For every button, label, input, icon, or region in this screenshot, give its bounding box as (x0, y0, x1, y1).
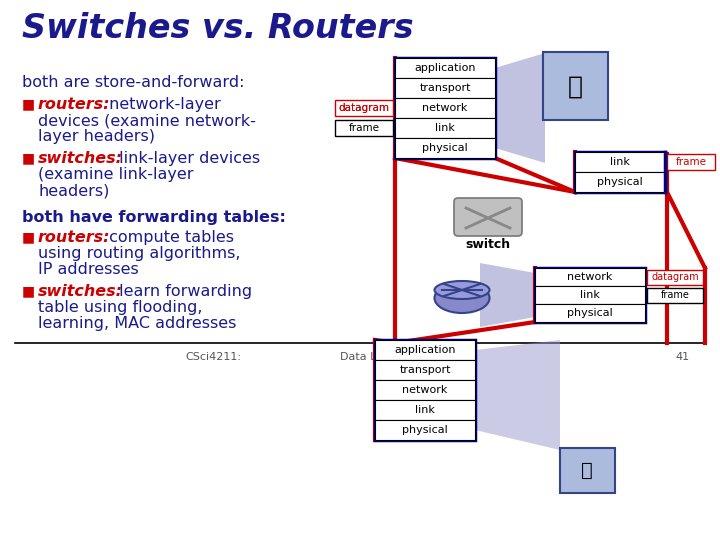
Text: (examine link-layer: (examine link-layer (38, 167, 194, 182)
Text: ■: ■ (22, 97, 35, 111)
Bar (560, 448, 615, 493)
Bar (335, 120, 393, 136)
Bar (535, 304, 645, 322)
Bar (335, 100, 393, 116)
Text: devices (examine network-: devices (examine network- (38, 113, 256, 128)
Text: network: network (567, 272, 613, 282)
Bar (647, 270, 703, 285)
Text: network: network (402, 385, 448, 395)
Text: both are store-and-forward:: both are store-and-forward: (22, 75, 245, 90)
Ellipse shape (434, 281, 490, 299)
Text: learn forwarding: learn forwarding (114, 284, 252, 299)
Text: Data Link Layer: Part 1: Data Link Layer: Part 1 (340, 352, 467, 362)
Text: physical: physical (567, 308, 613, 318)
Bar (647, 288, 703, 303)
Text: both have forwarding tables:: both have forwarding tables: (22, 210, 286, 225)
Text: ■: ■ (22, 230, 35, 244)
Text: CSci4211:: CSci4211: (185, 352, 241, 362)
Ellipse shape (434, 283, 490, 313)
Text: application: application (414, 63, 476, 73)
Bar (543, 52, 608, 120)
Text: 💻: 💻 (581, 461, 593, 480)
Bar (575, 172, 665, 192)
Bar (375, 380, 475, 400)
Bar (395, 58, 495, 78)
Text: network: network (423, 103, 468, 113)
Text: frame: frame (348, 123, 379, 133)
Text: routers:: routers: (38, 230, 110, 245)
Bar (375, 420, 475, 440)
Text: frame: frame (675, 157, 706, 167)
Polygon shape (475, 340, 560, 450)
Bar (575, 152, 665, 192)
Text: layer headers): layer headers) (38, 129, 155, 144)
Bar (375, 400, 475, 420)
Text: physical: physical (402, 425, 448, 435)
Text: routers:: routers: (38, 97, 110, 112)
Bar (375, 340, 475, 440)
Text: link: link (580, 290, 600, 300)
Text: datagram: datagram (651, 272, 699, 282)
Bar (395, 78, 495, 98)
Bar (535, 286, 645, 304)
Text: application: application (395, 345, 456, 355)
Bar (375, 340, 475, 360)
Bar (575, 152, 665, 172)
Bar (395, 118, 495, 138)
Polygon shape (480, 263, 535, 327)
Text: datagram: datagram (338, 103, 390, 113)
Bar (535, 268, 645, 322)
Text: learning, MAC addresses: learning, MAC addresses (38, 316, 236, 331)
FancyBboxPatch shape (454, 198, 522, 236)
Text: transport: transport (419, 83, 471, 93)
Bar (395, 98, 495, 118)
Text: physical: physical (597, 177, 643, 187)
Bar (395, 138, 495, 158)
Text: ■: ■ (22, 284, 35, 298)
Text: ■: ■ (22, 151, 35, 165)
Text: physical: physical (422, 143, 468, 153)
Text: network-layer: network-layer (104, 97, 221, 112)
Bar (667, 154, 715, 170)
Text: compute tables: compute tables (104, 230, 234, 245)
Text: 41: 41 (676, 352, 690, 362)
Text: datagram: datagram (338, 103, 389, 113)
Text: table using flooding,: table using flooding, (38, 300, 202, 315)
Polygon shape (495, 53, 545, 163)
Text: IP addresses: IP addresses (38, 262, 139, 277)
Text: switches:: switches: (38, 151, 123, 166)
Bar (395, 58, 495, 158)
Text: link-layer devices: link-layer devices (114, 151, 260, 166)
Text: link: link (415, 405, 435, 415)
Text: 💻: 💻 (567, 75, 582, 99)
Bar (535, 268, 645, 286)
Text: frame: frame (660, 290, 690, 300)
Text: link: link (610, 157, 630, 167)
Text: using routing algorithms,: using routing algorithms, (38, 246, 240, 261)
Text: transport: transport (400, 365, 451, 375)
Text: link: link (435, 123, 455, 133)
Text: switches:: switches: (38, 284, 123, 299)
Text: switch: switch (465, 238, 510, 251)
Bar (375, 360, 475, 380)
Text: headers): headers) (38, 183, 109, 198)
Text: Switches vs. Routers: Switches vs. Routers (22, 12, 413, 45)
